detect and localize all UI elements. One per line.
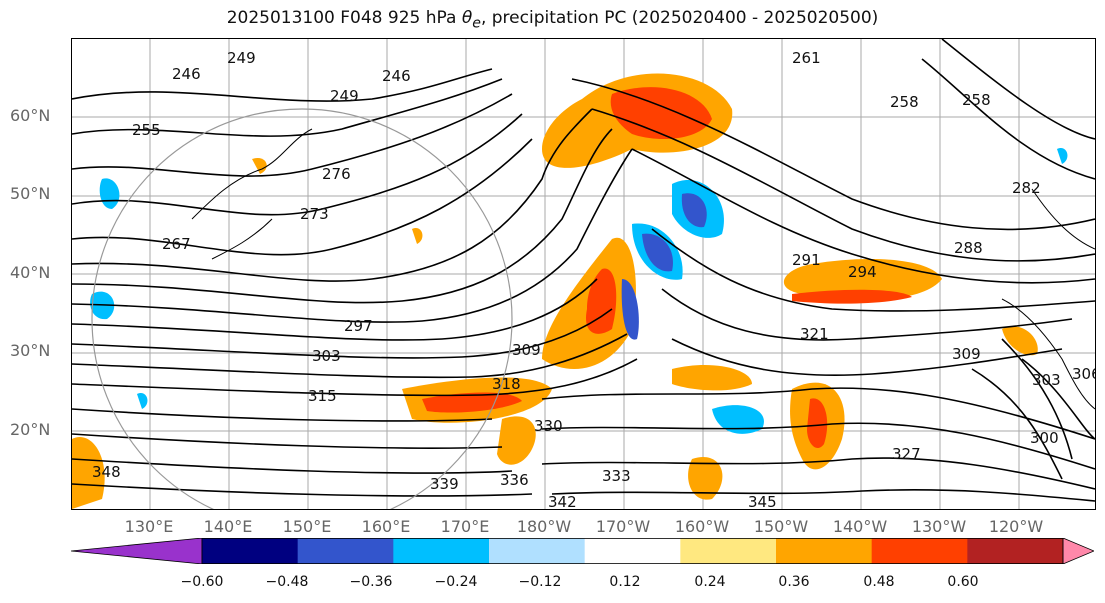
contour-label: 339: [430, 475, 459, 493]
lat-label: 50°N: [10, 184, 51, 203]
lon-label: 140°W: [832, 517, 888, 536]
colorbar-tick: 0.36: [778, 574, 810, 590]
contour-label: 327: [892, 445, 921, 463]
contour-label: 303: [1032, 371, 1061, 389]
contour-label: 321: [800, 325, 829, 343]
lon-label: 150°W: [753, 517, 809, 536]
precip-shading: [72, 73, 1068, 509]
colorbar-segment: [680, 538, 777, 564]
lat-label: 60°N: [10, 106, 51, 125]
colorbar: [70, 537, 1096, 565]
lon-label: 140°E: [203, 517, 253, 536]
lon-label: 160°W: [674, 517, 730, 536]
contour-labels: 246 249 246 249 255 258 267 273 276 291 …: [92, 49, 1095, 509]
lat-label: 20°N: [10, 420, 51, 439]
coastlines: [191, 128, 1095, 410]
contour-label: 246: [172, 65, 201, 83]
lon-label: 120°W: [988, 517, 1044, 536]
contour-label: 303: [312, 347, 341, 365]
colorbar-svg: [70, 537, 1096, 565]
colorbar-extend-high: [1062, 537, 1096, 565]
theta-e-contours: [72, 39, 1095, 502]
contour-label: 288: [954, 239, 983, 257]
colorbar-extend-low: [70, 537, 203, 565]
colorbar-segment: [776, 538, 873, 564]
colorbar-segment: [967, 538, 1064, 564]
colorbar-tick: 0.12: [609, 574, 641, 590]
contour-label: 255: [132, 121, 161, 139]
contour-label: 291: [792, 251, 821, 269]
colorbar-tick: −0.36: [349, 574, 393, 590]
contour-label: 297: [344, 317, 373, 335]
contour-label: 333: [602, 467, 631, 485]
contour-label: 336: [500, 471, 529, 489]
colorbar-segment: [393, 538, 490, 564]
colorbar-tick: 0.48: [863, 574, 895, 590]
colorbar-segment: [202, 538, 299, 564]
contour-label: 342: [548, 493, 577, 509]
lon-label: 170°E: [440, 517, 490, 536]
projection-circle: [91, 108, 513, 509]
contour-label: 273: [300, 205, 329, 223]
contour-label: 258: [962, 91, 991, 109]
contour-label: 249: [330, 87, 359, 105]
colorbar-tick: −0.24: [434, 574, 478, 590]
contour-label: 246: [382, 67, 411, 85]
contour-label: 261: [792, 49, 821, 67]
colorbar-tick: −0.60: [180, 574, 224, 590]
colorbar-tick: −0.48: [265, 574, 309, 590]
colorbar-tick: 0.60: [947, 574, 979, 590]
contour-label: 306: [1072, 365, 1095, 383]
contour-label: 309: [952, 345, 981, 363]
figure-title: 2025013100 F048 925 hPa θe, precipitatio…: [226, 8, 879, 32]
lon-label: 130°W: [911, 517, 967, 536]
colorbar-segment: [297, 538, 394, 564]
contour-label: 258: [890, 93, 919, 111]
lon-label: 130°E: [124, 517, 174, 536]
contour-label: 249: [227, 49, 256, 67]
colorbar-segment: [871, 538, 968, 564]
lat-label: 30°N: [10, 341, 51, 360]
lon-label: 160°E: [361, 517, 411, 536]
lon-label: 180°W: [516, 517, 572, 536]
lat-label: 40°N: [10, 263, 51, 282]
contour-label: 330: [534, 417, 563, 435]
contour-label: 267: [162, 235, 191, 253]
colorbar-tick: 0.24: [694, 574, 726, 590]
colorbar-segment: [584, 538, 681, 564]
contour-label: 315: [308, 387, 337, 405]
lon-label: 150°E: [282, 517, 332, 536]
colorbar-segment: [489, 538, 586, 564]
contour-label: 294: [848, 263, 877, 281]
lon-label: 170°W: [595, 517, 651, 536]
colorbar-frame: [201, 538, 1064, 564]
contour-label: 318: [492, 375, 521, 393]
colorbar-tick: −0.12: [518, 574, 562, 590]
contour-label: 345: [748, 493, 777, 509]
map-panel: 246 249 246 249 255 258 267 273 276 291 …: [71, 38, 1096, 510]
map-canvas: 246 249 246 249 255 258 267 273 276 291 …: [72, 39, 1095, 509]
contour-label: 282: [1012, 179, 1041, 197]
contour-label: 276: [322, 165, 351, 183]
contour-label: 348: [92, 463, 121, 481]
contour-label: 309: [512, 341, 541, 359]
contour-label: 300: [1030, 429, 1059, 447]
